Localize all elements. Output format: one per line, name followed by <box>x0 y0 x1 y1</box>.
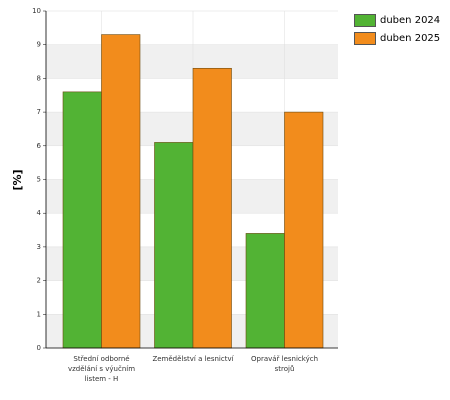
bar <box>245 233 285 349</box>
legend-swatch <box>354 32 376 45</box>
y-tick-label: 0 <box>37 344 41 352</box>
y-axis-title: [%] <box>11 169 24 190</box>
x-tick-label: Zemědělství a lesnictví <box>152 355 234 363</box>
bar <box>192 67 232 349</box>
y-tick-label: 8 <box>37 74 41 82</box>
legend-label: duben 2024 <box>380 15 441 26</box>
bar <box>284 111 324 349</box>
y-tick-label: 4 <box>37 209 42 217</box>
legend-item: duben 2024 <box>354 14 440 27</box>
y-tick-label: 10 <box>32 7 41 15</box>
y-tick-label: 6 <box>37 142 42 150</box>
y-tick-label: 1 <box>37 310 41 318</box>
x-tick-label: Střední odborné vzdělání s výučním liste… <box>67 355 136 383</box>
y-tick-label: 5 <box>37 176 41 184</box>
grid-band <box>46 44 338 79</box>
bar <box>154 142 194 349</box>
legend-swatch <box>354 14 376 27</box>
x-tick-label: Opravář lesnických strojů <box>250 355 319 373</box>
y-tick-label: 7 <box>37 108 41 116</box>
bar <box>101 34 141 349</box>
legend-item: duben 2025 <box>354 32 440 45</box>
bar <box>62 91 102 349</box>
y-tick-label: 3 <box>37 243 41 251</box>
y-tick-label: 9 <box>37 41 41 49</box>
legend-label: duben 2025 <box>380 33 441 44</box>
y-tick-label: 2 <box>37 277 41 285</box>
